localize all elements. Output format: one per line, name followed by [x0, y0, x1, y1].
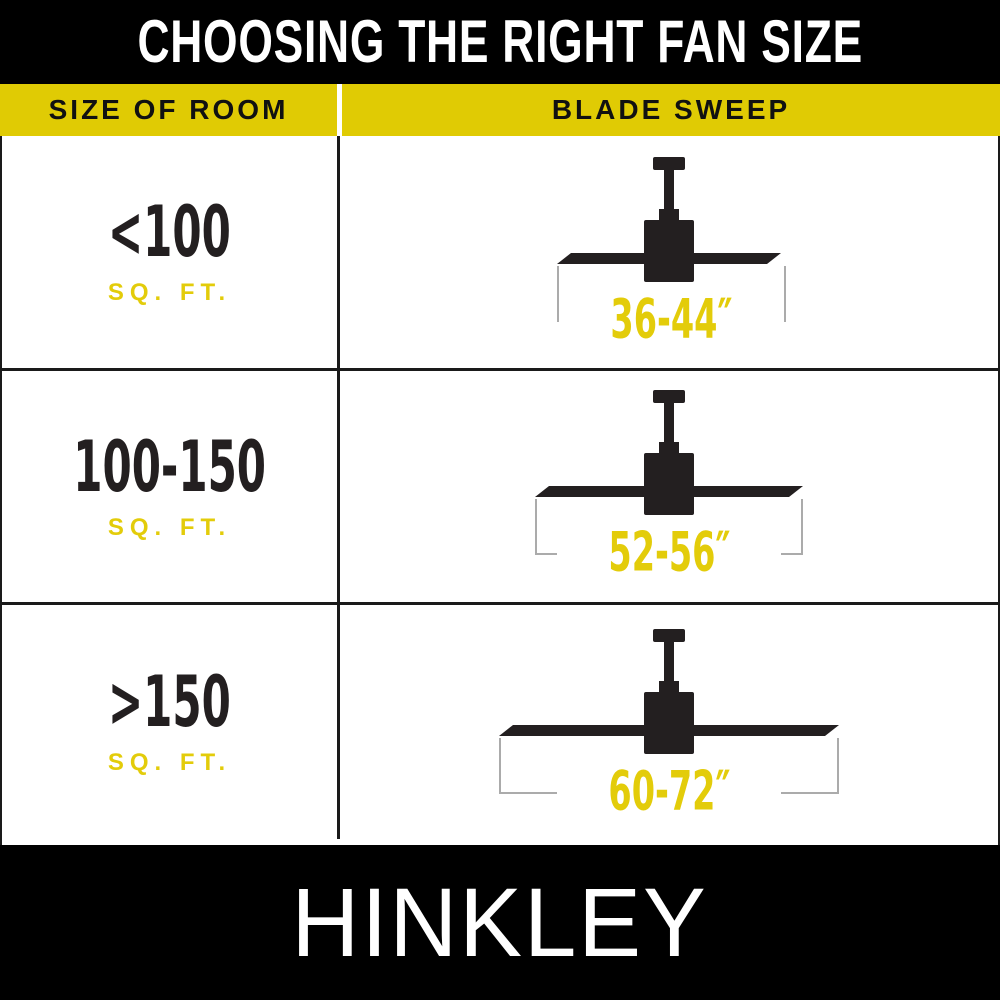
room-size-unit: SQ. FT. [107, 279, 232, 306]
title-bar: CHOOSING THE RIGHT FAN SIZE [0, 0, 1000, 84]
column-divider [337, 84, 342, 136]
bracket-right-segment [783, 266, 786, 322]
table-row: >150 SQ. FT. 60-72″ [2, 602, 998, 839]
measurement-bracket: 60-72″ [499, 738, 839, 818]
size-table: <100 SQ. FT. 36-44″ [0, 136, 1000, 845]
column-divider-line [337, 371, 340, 602]
measurement-bracket: 36-44″ [557, 266, 786, 346]
column-divider-line [337, 605, 340, 839]
measurement-bracket: 52-56″ [535, 499, 803, 579]
bracket-left-segment [535, 499, 557, 555]
blade-sweep-cell: 52-56″ [340, 371, 998, 602]
ceiling-fan-icon [499, 629, 839, 754]
room-size-cell: 100-150 SQ. FT. [2, 371, 337, 602]
brand-logo: HINKLEY [291, 868, 709, 977]
column-divider-line [337, 136, 340, 368]
ceiling-fan-icon [557, 157, 781, 282]
bracket-right-segment [781, 499, 803, 555]
room-size-value: >150 [108, 661, 231, 743]
room-size-cell: >150 SQ. FT. [2, 605, 337, 839]
bracket-left-segment [499, 738, 557, 794]
room-size-value: <100 [108, 191, 231, 273]
blade-sweep-value: 60-72″ [607, 759, 731, 823]
bracket-left-segment [557, 266, 559, 322]
table-row: 100-150 SQ. FT. 52-56″ [2, 368, 998, 602]
column-header-blade-sweep: BLADE SWEEP [551, 94, 791, 125]
room-size-unit: SQ. FT. [107, 749, 232, 776]
blade-sweep-cell: 36-44″ [340, 136, 998, 368]
blade-sweep-cell: 60-72″ [340, 605, 998, 839]
blade-sweep-value: 52-56″ [607, 520, 731, 584]
ceiling-fan-icon [535, 390, 803, 515]
bracket-right-segment [781, 738, 839, 794]
column-header-size-of-room: SIZE OF ROOM [48, 94, 289, 125]
table-row: <100 SQ. FT. 36-44″ [2, 136, 998, 368]
room-size-cell: <100 SQ. FT. [2, 136, 337, 368]
column-header-row: SIZE OF ROOM BLADE SWEEP [0, 84, 1000, 136]
brand-bar: HINKLEY [0, 845, 1000, 1000]
room-size-value: 100-150 [73, 425, 266, 508]
page-title: CHOOSING THE RIGHT FAN SIZE [137, 8, 863, 75]
room-size-unit: SQ. FT. [107, 513, 232, 541]
blade-sweep-value: 36-44″ [610, 287, 733, 351]
